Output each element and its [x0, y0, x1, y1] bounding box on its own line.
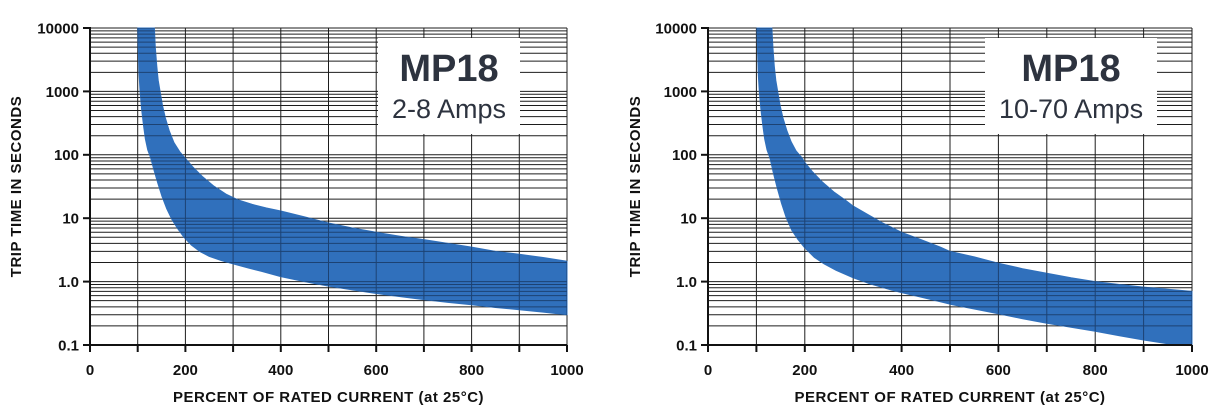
y-axis-title: TRIP TIME IN SECONDS	[627, 96, 644, 277]
y-tick-label: 10000	[655, 20, 697, 37]
x-tick-label: 400	[889, 362, 914, 379]
y-tick-label: 0.1	[676, 337, 697, 354]
x-tick-label: 1000	[550, 362, 583, 379]
y-tick-label: 1.0	[58, 274, 79, 291]
chart-panel-2-8-amps: 10000 1000 100 10 1.0 0.1 0 200 400 600 800 1000 TRI…	[8, 20, 584, 406]
amp-range-label: 10-70 Amps	[999, 93, 1144, 124]
chart-panel-10-70-amps: 10000 1000 100 10 1.0 0.1 0 200 400 600 800 1000 TRI…	[607, 0, 1214, 419]
y-tick-label: 100	[54, 147, 79, 164]
y-tick-label: 1000	[46, 84, 79, 101]
x-tick-label: 1000	[1175, 362, 1208, 379]
x-tick-label: 200	[792, 362, 817, 379]
x-tick-label: 800	[459, 362, 484, 379]
y-axis-title: TRIP TIME IN SECONDS	[8, 96, 25, 277]
x-axis-title: PERCENT OF RATED CURRENT (at 25°C)	[173, 389, 484, 406]
chart-label-box-2-8-amps: MP18 2-8 Amps	[378, 38, 521, 134]
tick-labels: 10000 1000 100 10 1.0 0.1 0 200 400 600 800 1000	[655, 20, 1208, 379]
y-tick-label: 10	[62, 211, 79, 228]
chart-label-box-10-70-amps: MP18 10-70 Amps	[985, 38, 1158, 134]
tick-labels: 10000 1000 100 10 1.0 0.1 0 200 400 600 800 1000	[37, 20, 583, 379]
model-name: MP18	[1021, 47, 1121, 90]
x-tick-label: 400	[268, 362, 293, 379]
x-axis-title: PERCENT OF RATED CURRENT (at 25°C)	[794, 389, 1105, 406]
trip-time-band	[756, 27, 1193, 346]
x-tick-label: 800	[1083, 362, 1108, 379]
y-tick-label: 1.0	[676, 274, 697, 291]
model-name: MP18	[399, 47, 499, 90]
x-tick-label: 600	[364, 362, 389, 379]
amp-range-label: 2-8 Amps	[392, 93, 507, 124]
trip-curve-chart-10-70-amps: 10000 1000 100 10 1.0 0.1 0 200 400 600 800 1000 TRI…	[627, 20, 1209, 406]
axes	[701, 27, 1193, 352]
axes	[83, 27, 568, 352]
x-tick-label: 200	[173, 362, 198, 379]
y-tick-label: 0.1	[58, 337, 79, 354]
y-tick-label: 1000	[664, 84, 697, 101]
x-tick-label: 0	[86, 362, 94, 379]
y-tick-label: 10	[680, 211, 697, 228]
x-tick-label: 600	[986, 362, 1011, 379]
y-tick-label: 10000	[37, 20, 79, 37]
x-tick-label: 0	[704, 362, 712, 379]
y-tick-label: 100	[672, 147, 697, 164]
